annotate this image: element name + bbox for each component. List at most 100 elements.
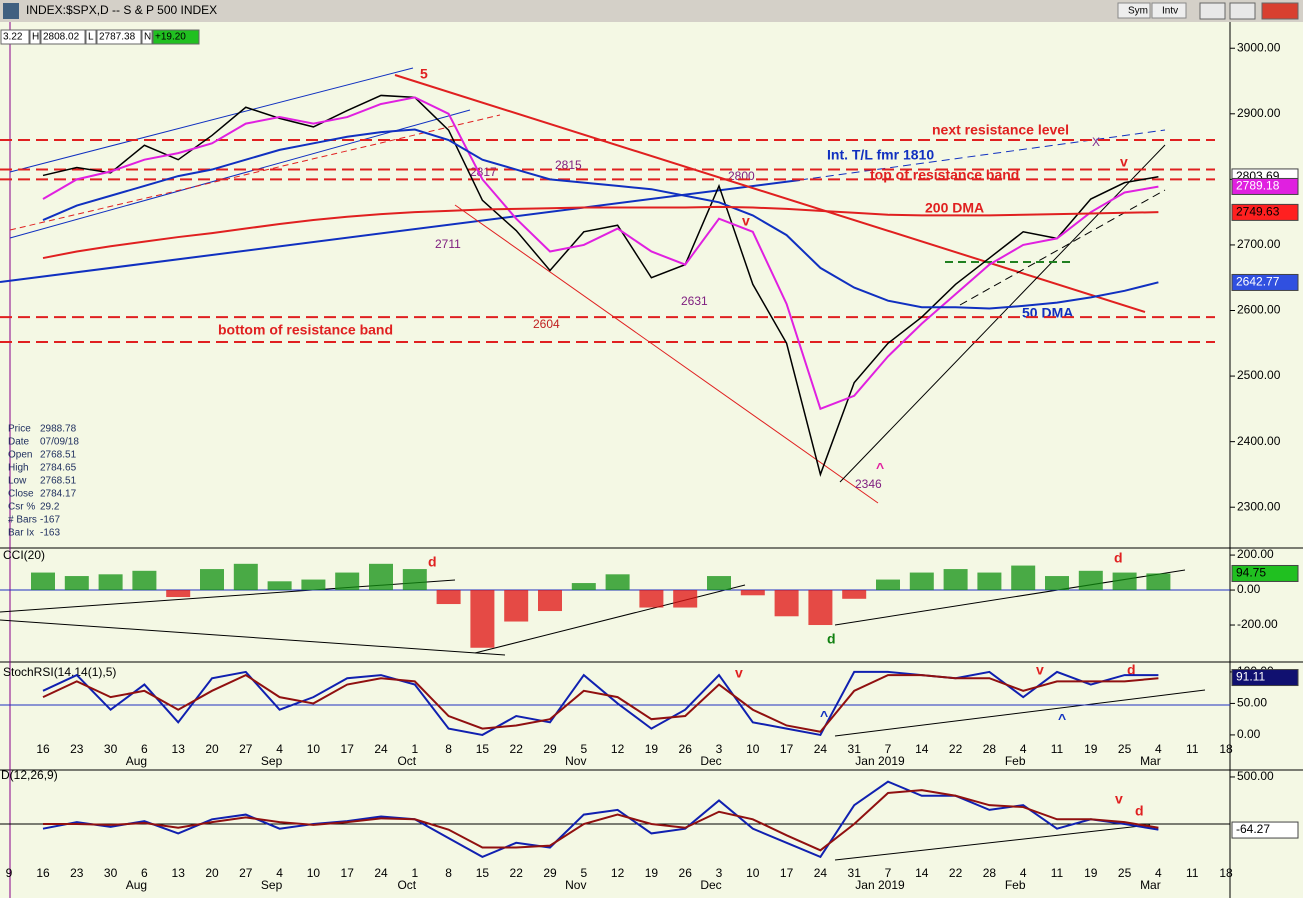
x-tick-label: 24 <box>374 866 388 880</box>
x-tick-label: 24 <box>814 742 828 756</box>
cci-bar <box>267 581 292 591</box>
annotation: ^ <box>876 460 884 476</box>
price-axis <box>1230 22 1303 898</box>
status-box <box>152 29 200 45</box>
status-box <box>0 29 30 45</box>
annotation: v <box>1115 791 1123 807</box>
info-label: Low <box>8 476 27 487</box>
x-tick-label: 1 <box>411 866 418 880</box>
x-month-label: Jan 2019 <box>855 878 905 892</box>
x-month-label: Aug <box>126 878 147 892</box>
panel-title: D(12,26,9) <box>1 768 58 782</box>
annotation: 50 DMA <box>1022 305 1073 321</box>
x-tick-label: 15 <box>476 866 490 880</box>
cci-bar <box>1045 576 1069 591</box>
info-value: -163 <box>40 528 60 539</box>
x-tick-label: 19 <box>1084 742 1098 756</box>
x-tick-label: 14 <box>915 866 929 880</box>
last-value-label: 2789.18 <box>1236 179 1280 193</box>
cci-bar <box>470 590 495 648</box>
series-line <box>42 94 1159 477</box>
x-month-label: Nov <box>565 878 586 892</box>
annotation: X <box>1092 135 1100 149</box>
last-value-box <box>1231 273 1299 291</box>
x-tick-label: 28 <box>983 742 997 756</box>
x-tick-label: 26 <box>679 742 693 756</box>
info-label: Price <box>8 424 31 435</box>
info-label: Date <box>8 437 30 448</box>
cci-bar <box>639 590 664 608</box>
x-tick-label: 17 <box>341 866 355 880</box>
x-month-label: Oct <box>397 878 416 892</box>
annotation: v <box>742 213 750 229</box>
status-box <box>40 29 86 45</box>
x-tick-label: 20 <box>205 742 219 756</box>
status-box <box>141 29 153 45</box>
info-label: High <box>8 463 29 474</box>
y-tick-label: 50.00 <box>1237 696 1267 710</box>
annotation: v <box>735 665 743 681</box>
x-tick-label: 24 <box>814 866 828 880</box>
cci-bar <box>1078 570 1103 591</box>
sym-button-label[interactable]: Sym <box>1128 6 1148 17</box>
x-tick-label: 15 <box>476 742 490 756</box>
x-tick-label: 14 <box>915 742 929 756</box>
cci-bar <box>1011 565 1036 591</box>
intv-button[interactable] <box>1151 2 1187 19</box>
y-tick-label: 200.00 <box>1237 547 1274 561</box>
x-tick-label: 27 <box>239 742 253 756</box>
cci-bar <box>808 590 833 626</box>
x-tick-label: 28 <box>983 866 997 880</box>
info-value: -167 <box>40 515 60 526</box>
info-value: 2784.17 <box>40 489 77 500</box>
cci-bar <box>538 590 562 612</box>
x-tick-label: 3 <box>716 742 723 756</box>
x-tick-label: 8 <box>445 866 452 880</box>
cci-bar <box>200 569 224 591</box>
x-tick-label: 10 <box>746 742 760 756</box>
x-month-label: Feb <box>1005 754 1026 768</box>
x-tick-label: 11 <box>1051 742 1064 756</box>
panel-title: StochRSI(14,14(1),5) <box>3 665 116 679</box>
y-tick-label: 0.00 <box>1237 727 1261 741</box>
annotation: d <box>428 554 437 570</box>
annotation: 2346 <box>855 477 882 491</box>
last-value-label: 2749.63 <box>1236 205 1280 219</box>
x-tick-label: 17 <box>780 742 794 756</box>
status-box <box>85 29 97 45</box>
close-button[interactable] <box>1261 2 1299 20</box>
x-tick-label: 23 <box>70 866 84 880</box>
x-month-label: Jan 2019 <box>855 754 905 768</box>
x-tick-label: 12 <box>611 742 625 756</box>
annotation: 200 DMA <box>925 200 984 216</box>
x-tick-label: 19 <box>645 742 659 756</box>
y-tick-label: 500.00 <box>1237 769 1274 783</box>
x-tick-label: 4 <box>1155 866 1162 880</box>
y-tick-label: 2400.00 <box>1237 434 1281 448</box>
series-line <box>42 205 1159 260</box>
x-tick-label: 25 <box>1118 866 1132 880</box>
x-tick-label: 22 <box>949 866 963 880</box>
last-value-box <box>1231 669 1299 687</box>
minimize-button[interactable] <box>1199 2 1226 20</box>
info-value: 2768.51 <box>40 476 77 487</box>
cci-bar <box>605 574 630 591</box>
x-tick-label: 4 <box>1155 742 1162 756</box>
annotation: next resistance level <box>932 122 1069 138</box>
maximize-button[interactable] <box>1229 2 1256 20</box>
sym-button[interactable] <box>1117 2 1151 19</box>
trendline <box>454 204 879 504</box>
status-text: N <box>144 32 151 43</box>
series-line <box>42 128 1159 310</box>
intv-button-label[interactable]: Intv <box>1162 6 1178 17</box>
x-month-label: Dec <box>700 878 721 892</box>
x-tick-label: 31 <box>848 742 862 756</box>
annotation: bottom of resistance band <box>218 322 393 338</box>
x-tick-label: 3 <box>716 866 723 880</box>
last-value-label: 91.11 <box>1236 670 1265 684</box>
y-tick-label: -200.00 <box>1237 617 1278 631</box>
y-tick-label: 3000.00 <box>1237 40 1281 54</box>
trendline <box>394 74 1146 313</box>
cci-bar <box>673 590 698 608</box>
